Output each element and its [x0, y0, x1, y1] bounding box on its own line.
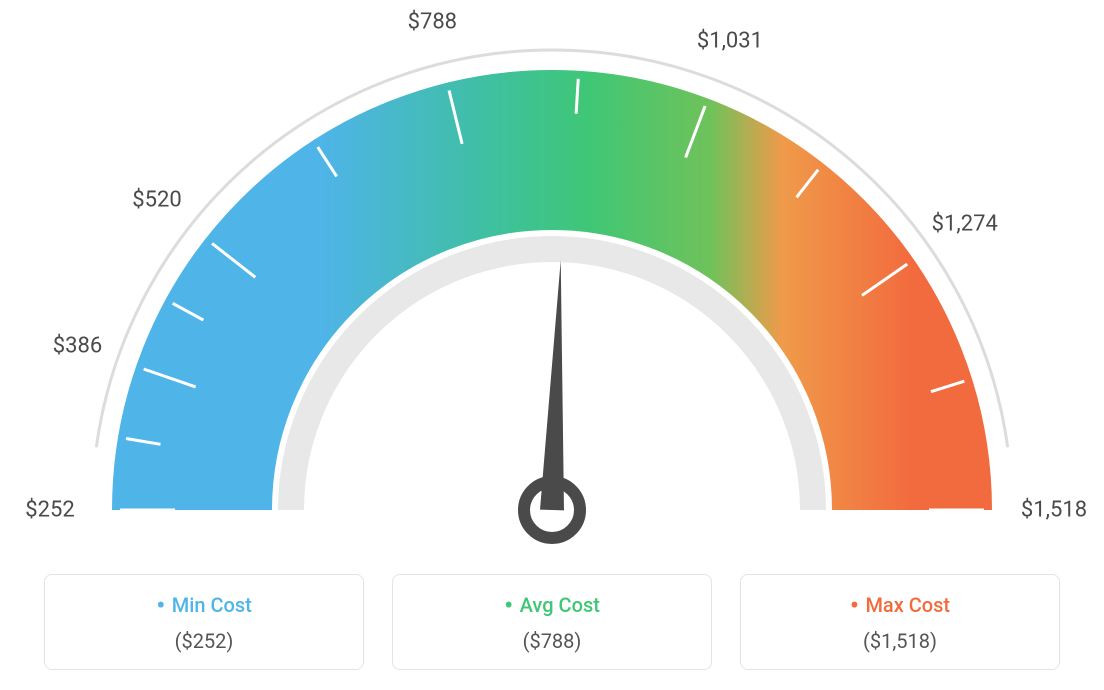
gauge-tick-label: $1,031	[697, 28, 763, 53]
legend-card-avg: Avg Cost ($788)	[392, 574, 712, 670]
legend-max-value: ($1,518)	[761, 629, 1039, 653]
legend-min-title: Min Cost	[65, 591, 343, 621]
gauge-tick-label: $1,274	[932, 212, 998, 237]
legend-max-title: Max Cost	[761, 591, 1039, 621]
legend-avg-title: Avg Cost	[413, 591, 691, 621]
gauge-tick-label: $520	[132, 188, 181, 213]
legend-card-max: Max Cost ($1,518)	[740, 574, 1060, 670]
legend-min-value: ($252)	[65, 629, 343, 653]
gauge-container: $252 $386 $520 $788 $1,031 $1,274 $1,518	[0, 0, 1104, 560]
minor-tick	[576, 79, 578, 114]
legend-avg-value: ($788)	[413, 629, 691, 653]
gauge-tick-label: $788	[408, 10, 457, 35]
legend-card-min: Min Cost ($252)	[44, 574, 364, 670]
gauge-svg	[0, 0, 1104, 560]
gauge-tick-label: $1,518	[1021, 498, 1087, 523]
legend-row: Min Cost ($252) Avg Cost ($788) Max Cost…	[0, 574, 1104, 670]
gauge-needle	[540, 260, 564, 510]
gauge-tick-label: $386	[53, 334, 102, 359]
gauge-tick-label: $252	[25, 498, 74, 523]
